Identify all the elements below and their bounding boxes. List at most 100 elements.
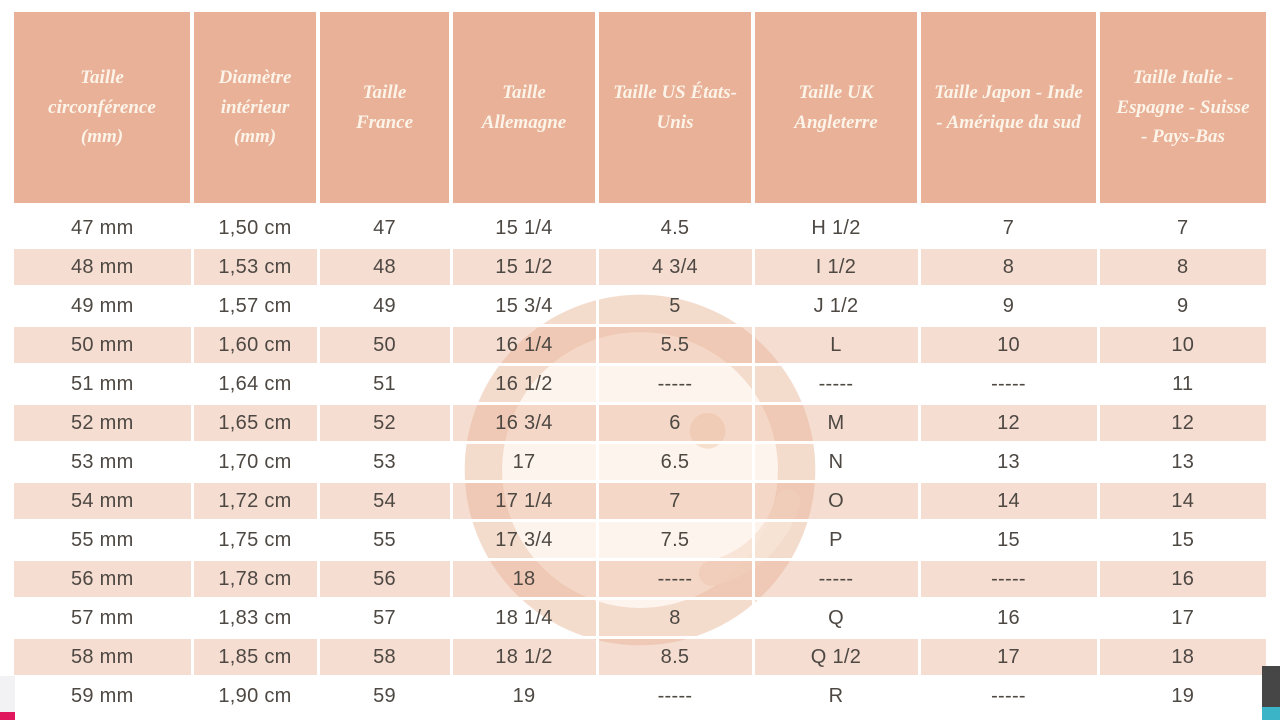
table-cell: -----	[753, 364, 921, 405]
table-cell: 53 mm	[14, 442, 194, 483]
column-header: Taille Italie - Espagne - Suisse - Pays-…	[1098, 12, 1266, 210]
table-cell: 57 mm	[14, 598, 194, 639]
table-cell: 1,70 cm	[192, 442, 320, 483]
table-cell: 1,72 cm	[192, 481, 320, 522]
table-cell: 10	[919, 325, 1100, 366]
table-cell: 16	[919, 598, 1100, 639]
table-row: 50 mm 1,60 cm 50 16 1/4 5.5 L 10 10	[14, 325, 1266, 366]
table-cell: 15 1/4	[451, 206, 599, 249]
table-cell: -----	[919, 364, 1100, 405]
table-cell: 1,64 cm	[192, 364, 320, 405]
table-cell: 58	[318, 637, 453, 678]
table-body: 47 mm 1,50 cm 47 15 1/4 4.5 H 1/2 7 7 48 mm 1,53 …	[14, 206, 1266, 717]
table-cell: 49	[318, 286, 453, 327]
table-cell: -----	[919, 676, 1100, 717]
table-cell: O	[753, 481, 921, 522]
table-cell: 48 mm	[14, 247, 194, 288]
table-cell: 13	[919, 442, 1100, 483]
table-cell: 4 3/4	[597, 247, 755, 288]
table-cell: Q	[753, 598, 921, 639]
ring-size-table: Taille circonférence (mm) Diamètre intéri…	[14, 12, 1266, 717]
table-cell: 55	[318, 520, 453, 561]
table-cell: 58 mm	[14, 637, 194, 678]
table-cell: 50 mm	[14, 325, 194, 366]
table-cell: 1,53 cm	[192, 247, 320, 288]
column-header: Taille Japon - Inde - Amérique du sud	[919, 12, 1100, 210]
table-cell: 8	[597, 598, 755, 639]
table-cell: N	[753, 442, 921, 483]
table-cell: 8	[919, 247, 1100, 288]
page-edge-fragment-teal	[1262, 707, 1280, 720]
table-cell: 7.5	[597, 520, 755, 561]
table-row: 57 mm 1,83 cm 57 18 1/4 8 Q 16 17	[14, 598, 1266, 639]
table-cell: 57	[318, 598, 453, 639]
table-cell: 59 mm	[14, 676, 194, 717]
table-cell: 15 3/4	[451, 286, 599, 327]
table-cell: 16	[1098, 559, 1266, 600]
table-row: 58 mm 1,85 cm 58 18 1/2 8.5 Q 1/2 17 18	[14, 637, 1266, 678]
table-cell: 48	[318, 247, 453, 288]
table-cell: 6	[597, 403, 755, 444]
column-header: Taille France	[318, 12, 453, 210]
table-cell: P	[753, 520, 921, 561]
table-cell: 1,60 cm	[192, 325, 320, 366]
table-cell: -----	[597, 559, 755, 600]
table-row: 54 mm 1,72 cm 54 17 1/4 7 O 14 14	[14, 481, 1266, 522]
table-cell: 11	[1098, 364, 1266, 405]
table-cell: 1,85 cm	[192, 637, 320, 678]
table-cell: 8.5	[597, 637, 755, 678]
table-cell: 18	[1098, 637, 1266, 678]
table-cell: 5.5	[597, 325, 755, 366]
page-edge-fragment-gray	[0, 676, 15, 713]
table-cell: 9	[919, 286, 1100, 327]
table-header: Taille circonférence (mm) Diamètre intéri…	[14, 12, 1266, 210]
table-row: 52 mm 1,65 cm 52 16 3/4 6 M 12 12	[14, 403, 1266, 444]
table-cell: -----	[919, 559, 1100, 600]
table-cell: 14	[919, 481, 1100, 522]
table-cell: 12	[1098, 403, 1266, 444]
table-cell: 50	[318, 325, 453, 366]
table-cell: 5	[597, 286, 755, 327]
table-cell: 51 mm	[14, 364, 194, 405]
column-header: Taille US États-Unis	[597, 12, 755, 210]
table-cell: 19	[1098, 676, 1266, 717]
table-cell: -----	[753, 559, 921, 600]
page-edge-fragment-pink	[0, 712, 15, 720]
table-cell: 16 1/2	[451, 364, 599, 405]
table-cell: 47 mm	[14, 206, 194, 249]
column-header: Taille UK Angleterre	[753, 12, 921, 210]
table-cell: 1,57 cm	[192, 286, 320, 327]
table-cell: I 1/2	[753, 247, 921, 288]
page-edge-fragment-dark	[1262, 666, 1280, 707]
table-cell: 18 1/4	[451, 598, 599, 639]
table-cell: 16 1/4	[451, 325, 599, 366]
table-cell: 12	[919, 403, 1100, 444]
table-cell: R	[753, 676, 921, 717]
table-cell: 7	[919, 206, 1100, 249]
table-cell: 1,75 cm	[192, 520, 320, 561]
header-row: Taille circonférence (mm) Diamètre intéri…	[14, 12, 1266, 210]
table-cell: H 1/2	[753, 206, 921, 249]
table-cell: 18	[451, 559, 599, 600]
table-cell: 15	[1098, 520, 1266, 561]
table-cell: 15 1/2	[451, 247, 599, 288]
table-cell: M	[753, 403, 921, 444]
table-cell: 15	[919, 520, 1100, 561]
table-row: 53 mm 1,70 cm 53 17 6.5 N 13 13	[14, 442, 1266, 483]
table-cell: 56	[318, 559, 453, 600]
table-cell: 9	[1098, 286, 1266, 327]
table-cell: 1,83 cm	[192, 598, 320, 639]
table-cell: 7	[597, 481, 755, 522]
table-cell: -----	[597, 364, 755, 405]
table-cell: 1,90 cm	[192, 676, 320, 717]
table-row: 55 mm 1,75 cm 55 17 3/4 7.5 P 15 15	[14, 520, 1266, 561]
table-cell: 19	[451, 676, 599, 717]
table-cell: 55 mm	[14, 520, 194, 561]
table-cell: 1,65 cm	[192, 403, 320, 444]
table-cell: 17 3/4	[451, 520, 599, 561]
table-cell: 1,50 cm	[192, 206, 320, 249]
table-cell: 17	[451, 442, 599, 483]
table-cell: Q 1/2	[753, 637, 921, 678]
table-cell: 14	[1098, 481, 1266, 522]
table-cell: 10	[1098, 325, 1266, 366]
